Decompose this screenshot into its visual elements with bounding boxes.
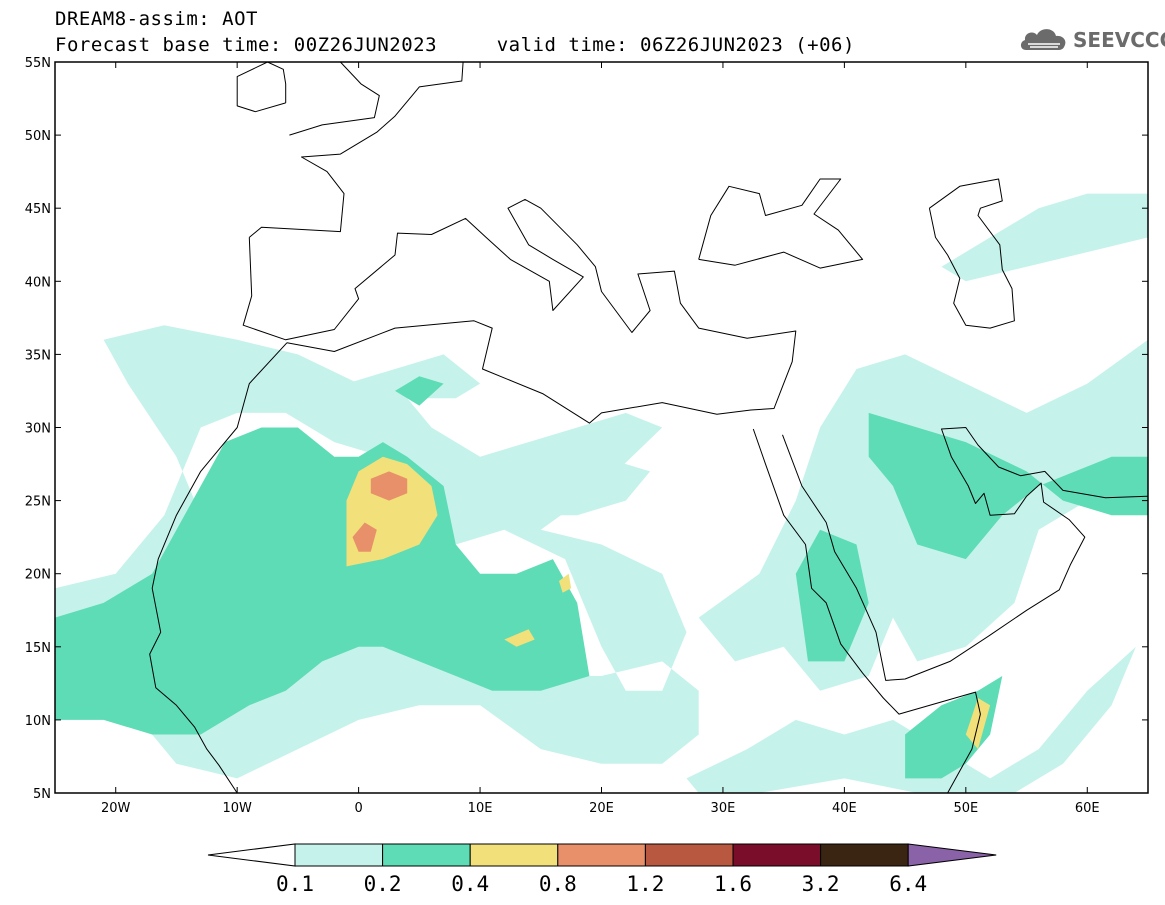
coastlines-borders	[149, 62, 1148, 793]
aot-area-somalia	[905, 676, 1003, 779]
outline-europe-outline	[242, 198, 797, 424]
colorbar-box	[732, 843, 822, 867]
aot-area-chad-spot-1	[559, 573, 572, 593]
colorbar-box	[294, 843, 384, 867]
aot-area-tunisia-blob	[395, 376, 444, 406]
map-title: DREAM8-assim: AOT	[55, 8, 258, 30]
outline-atlantic-europe	[248, 62, 464, 238]
lat-tick-label: 15N	[25, 641, 51, 656]
colorbar-label: 0.8	[539, 872, 577, 896]
lat-tick-label: 25N	[25, 495, 51, 510]
lon-tick-label: 10W	[222, 801, 252, 816]
lat-tick-label: 35N	[25, 348, 51, 363]
outline-british-isles	[289, 62, 380, 136]
outline-red-sea-west	[752, 428, 981, 793]
colorbar-box	[557, 843, 646, 867]
axis-ticks: 20W 10W 0 10E 20E 30E 40E 50E 60E 55N 50N 45N 40N 35N…	[25, 56, 1148, 816]
colorbar-label: 6.4	[889, 872, 927, 896]
lon-tick-label: 20E	[589, 801, 614, 816]
seevccc-logo: SEEVCCC	[1018, 24, 1165, 58]
colorbar-box	[820, 843, 909, 867]
colorbar-label: 3.2	[802, 872, 840, 896]
colorbar: 0.1 0.2 0.4 0.8 1.2 1.6 3.2 6.4	[207, 843, 997, 896]
outline-africa-outline	[149, 342, 288, 793]
lon-tick-label: 0	[354, 801, 362, 816]
lon-tick-label: 50E	[953, 801, 978, 816]
aot-area-spot-north	[370, 471, 408, 501]
outline-arabia-outline	[782, 427, 1148, 681]
colorbar-label: 0.4	[451, 872, 489, 896]
lon-tick-label: 30E	[711, 801, 736, 816]
lon-tick-label: 10E	[468, 801, 493, 816]
colorbar-box	[469, 843, 559, 867]
outline-black-sea	[698, 178, 864, 269]
aot-area-west-africa-core	[55, 427, 590, 735]
aot-area-caspian-east	[941, 193, 1148, 282]
lat-tick-label: 10N	[25, 714, 51, 729]
colorbar-box	[644, 843, 734, 867]
aot-area-central-sahara	[504, 456, 651, 516]
cloud-icon	[1020, 29, 1066, 50]
lat-tick-label: 20N	[25, 568, 51, 583]
colorbar-under-arrow	[207, 843, 296, 867]
colorbar-label: 1.2	[626, 872, 664, 896]
outline-ireland	[236, 62, 287, 113]
aot-area-red-sea-zone	[795, 529, 869, 662]
lon-tick-label: 40E	[832, 801, 857, 816]
aot-shading	[55, 193, 1148, 793]
aot-area-chad-spot-2	[504, 629, 535, 647]
outline-caspian-sea	[928, 178, 1015, 329]
lon-tick-label: 60E	[1075, 801, 1100, 816]
colorbar-over-arrow	[907, 843, 997, 867]
lat-tick-label: 30N	[25, 422, 51, 437]
lat-tick-label: 45N	[25, 202, 51, 217]
lat-tick-label: 50N	[25, 129, 51, 144]
forecast-time-line: Forecast base time: 00Z26JUN2023 valid t…	[55, 34, 855, 56]
aot-area-gulf-belt	[868, 412, 1148, 560]
lat-tick-label: 40N	[25, 275, 51, 290]
lon-tick-label: 20W	[101, 801, 131, 816]
colorbar-label: 1.6	[714, 872, 752, 896]
aot-area-spot-south	[352, 522, 377, 552]
colorbar-box	[382, 843, 471, 867]
logo-text: SEEVCCC	[1073, 28, 1165, 52]
lat-tick-label: 55N	[25, 56, 51, 71]
colorbar-label: 0.2	[364, 872, 402, 896]
lat-tick-label: 5N	[33, 787, 51, 802]
aot-area-sudan-arabia-band	[686, 646, 1136, 793]
colorbar-label: 0.1	[276, 872, 314, 896]
